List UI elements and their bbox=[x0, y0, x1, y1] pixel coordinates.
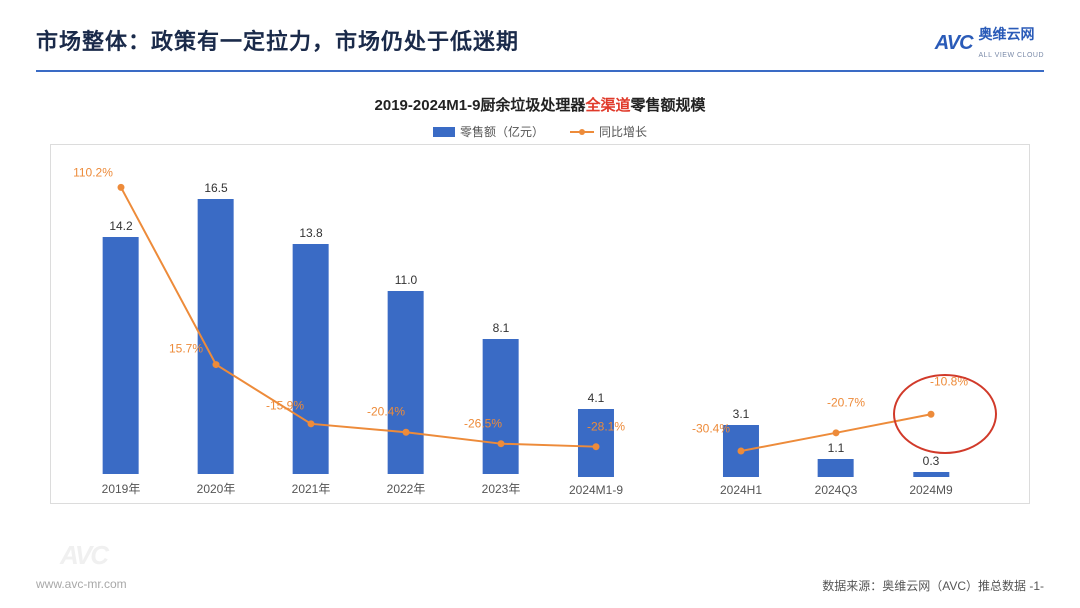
chart-legend: 零售额（亿元） 同比增长 bbox=[36, 123, 1044, 140]
footer-url: www.avc-mr.com bbox=[36, 577, 127, 594]
x-axis-label: 2020年 bbox=[197, 480, 236, 497]
growth-line bbox=[121, 187, 596, 446]
growth-marker bbox=[928, 411, 935, 418]
growth-marker bbox=[833, 429, 840, 436]
growth-label: -28.1% bbox=[587, 419, 625, 433]
bar-value-label: 3.1 bbox=[733, 407, 750, 421]
growth-label: 15.7% bbox=[169, 341, 203, 355]
growth-label: -20.4% bbox=[367, 405, 405, 419]
bar bbox=[483, 339, 519, 474]
bar-value-label: 8.1 bbox=[493, 321, 510, 335]
x-axis-label: 2024M9 bbox=[909, 483, 952, 497]
bar-value-label: 11.0 bbox=[395, 273, 417, 287]
bar-group: 16.5 2020年 bbox=[197, 181, 236, 497]
growth-label: -20.7% bbox=[827, 395, 865, 409]
bar-value-label: 4.1 bbox=[588, 391, 605, 405]
header: 市场整体：政策有一定拉力，市场仍处于低迷期 AVC 奥维云网 ALL VIEW … bbox=[36, 24, 1044, 72]
bar-group: 11.0 2022年 bbox=[387, 273, 426, 497]
bar-swatch-icon bbox=[433, 127, 455, 137]
footer: www.avc-mr.com 数据来源：奥维云网（AVC）推总数据 -1- bbox=[36, 577, 1044, 594]
x-axis-label: 2024Q3 bbox=[815, 483, 858, 497]
combo-chart: 14.2 2019年 16.5 2020年 13.8 2021年 11.0 2022年 8.1 2… bbox=[50, 144, 1030, 504]
x-axis-label: 2023年 bbox=[482, 480, 521, 497]
legend-bar: 零售额（亿元） bbox=[433, 123, 544, 140]
bar-group: 13.8 2021年 bbox=[292, 226, 331, 497]
bar bbox=[198, 199, 234, 474]
logo-mark: AVC bbox=[935, 32, 973, 55]
bar-group: 8.1 2023年 bbox=[482, 321, 521, 497]
bar-group: 4.1 2024M1-9 bbox=[569, 391, 623, 497]
x-axis-label: 2019年 bbox=[102, 480, 141, 497]
bar-value-label: 13.8 bbox=[299, 226, 322, 240]
growth-label: -26.5% bbox=[464, 416, 502, 430]
footer-source: 数据来源：奥维云网（AVC）推总数据 -1- bbox=[822, 577, 1044, 594]
growth-label: 110.2% bbox=[73, 166, 113, 180]
bar bbox=[818, 459, 854, 477]
bar-group: 14.2 2019年 bbox=[102, 219, 141, 497]
bar bbox=[103, 237, 139, 474]
logo-en: ALL VIEW CLOUD bbox=[979, 52, 1044, 59]
x-axis-label: 2022年 bbox=[387, 480, 426, 497]
bar bbox=[913, 472, 949, 477]
bar-group: 1.1 2024Q3 bbox=[815, 441, 858, 497]
x-axis-label: 2024H1 bbox=[720, 483, 762, 497]
line-swatch-icon bbox=[570, 131, 594, 133]
brand-logo: AVC 奥维云网 ALL VIEW CLOUD bbox=[935, 24, 1044, 62]
bar-group: 0.3 2024M9 bbox=[909, 454, 952, 497]
logo-cn: 奥维云网 bbox=[979, 26, 1035, 42]
growth-label: -30.4% bbox=[692, 421, 730, 435]
growth-label: -15.9% bbox=[266, 398, 304, 412]
bar bbox=[293, 244, 329, 474]
x-axis-label: 2021年 bbox=[292, 480, 331, 497]
bar bbox=[388, 291, 424, 474]
page-title: 市场整体：政策有一定拉力，市场仍处于低迷期 bbox=[36, 24, 519, 56]
growth-marker bbox=[118, 184, 125, 191]
x-axis-label: 2024M1-9 bbox=[569, 483, 623, 497]
legend-line: 同比增长 bbox=[570, 123, 647, 140]
bar-value-label: 0.3 bbox=[923, 454, 940, 468]
growth-label: -10.8% bbox=[930, 375, 968, 389]
bar-value-label: 14.2 bbox=[109, 219, 132, 233]
bar-value-label: 1.1 bbox=[828, 441, 845, 455]
bar-value-label: 16.5 bbox=[204, 181, 227, 195]
chart-title: 2019-2024M1-9厨余垃圾处理器全渠道零售额规模 bbox=[36, 94, 1044, 115]
